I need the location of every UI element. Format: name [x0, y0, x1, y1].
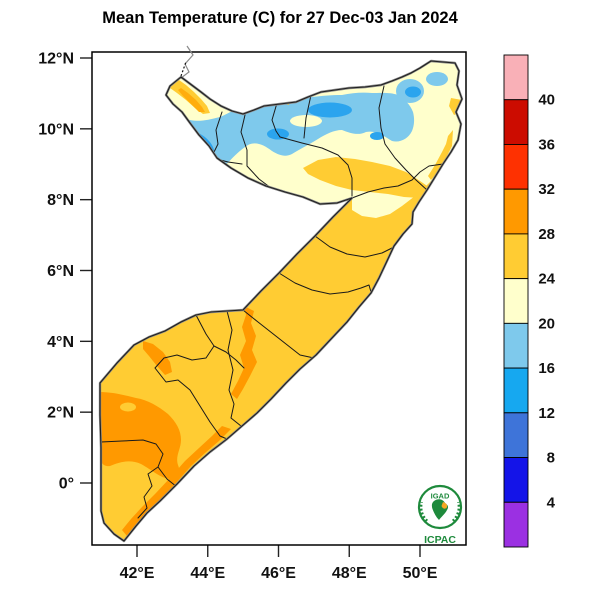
colorbar-segment — [503, 233, 529, 280]
logo-igad-text: IGAD — [431, 492, 450, 501]
colorbar-tick-label: 40 — [538, 92, 555, 109]
logo-icpac-text: ICPAC — [424, 534, 456, 546]
zone-nw-tip-gold-core — [178, 88, 205, 112]
colorbar-tick-label: 16 — [538, 360, 555, 377]
logo-horn-highlight — [441, 502, 448, 509]
y-axis-tick-label: 0° — [59, 475, 74, 492]
colorbar-tick-label: 4 — [547, 494, 556, 511]
plot-frame — [91, 51, 467, 546]
colorbar-segment — [503, 278, 529, 324]
colorbar-tick-label: 12 — [538, 405, 555, 422]
colorbar-tick-label: 32 — [538, 181, 555, 198]
colorbar-segment — [503, 457, 529, 503]
zone-south-gold — [100, 177, 435, 541]
colorbar-tick-label: 36 — [538, 136, 555, 153]
temperature-fill-layer — [100, 61, 462, 541]
colorbar-segment — [503, 501, 529, 548]
zone-north-blue-band — [163, 92, 415, 171]
y-axis-tick-label: 6°N — [47, 263, 74, 280]
colorbar-segment — [503, 99, 529, 145]
colorbar-tick-label: 8 — [547, 450, 555, 467]
colorbar-segment — [503, 144, 529, 190]
colorbar-segment — [503, 188, 529, 235]
colorbar-segment — [503, 367, 529, 414]
figure-title: Mean Temperature (C) for 27 Dec-03 Jan 2… — [102, 9, 458, 27]
y-axis-tick-label: 2°N — [47, 405, 74, 422]
x-axis-tick-label: 42°E — [120, 565, 155, 582]
colorbar-tick-label: 28 — [538, 226, 555, 243]
x-axis-tick-label: 46°E — [261, 565, 296, 582]
y-axis-tick-label: 10°N — [38, 121, 74, 138]
x-axis-tick-label: 48°E — [332, 565, 367, 582]
y-axis-tick-label: 4°N — [47, 334, 74, 351]
somalia-border-line — [99, 60, 463, 542]
x-axis-tick-label: 50°E — [403, 565, 438, 582]
zone-orange-patches — [100, 306, 257, 536]
logo-laurel-left — [419, 501, 429, 523]
colorbar-segment — [503, 412, 529, 458]
colorbar-segment — [503, 54, 529, 101]
colorbar-segment — [503, 322, 529, 369]
axes: 12°N 10°N 8°N 6°N 4°N 2°N 0° 42°E 44°E 46°E 48°E 50… — [38, 51, 438, 583]
colorbar-tick-label: 20 — [538, 315, 555, 332]
x-axis-tick-label: 44°E — [190, 565, 225, 582]
colorbar-legend: 40 36 32 28 24 20 16 12 8 4 — [503, 54, 556, 548]
zone-ne-blue-blob-2 — [426, 72, 448, 86]
y-axis-tick-label: 8°N — [47, 192, 74, 209]
colorbar-tick-label: 24 — [538, 271, 555, 288]
zone-sool-gold-band — [303, 157, 433, 198]
y-axis-tick-label: 12°N — [38, 51, 74, 68]
djibouti-border — [180, 45, 194, 79]
igad-icpac-logo: IGAD ICPAC — [417, 484, 463, 546]
logo-laurel-right — [451, 501, 461, 523]
